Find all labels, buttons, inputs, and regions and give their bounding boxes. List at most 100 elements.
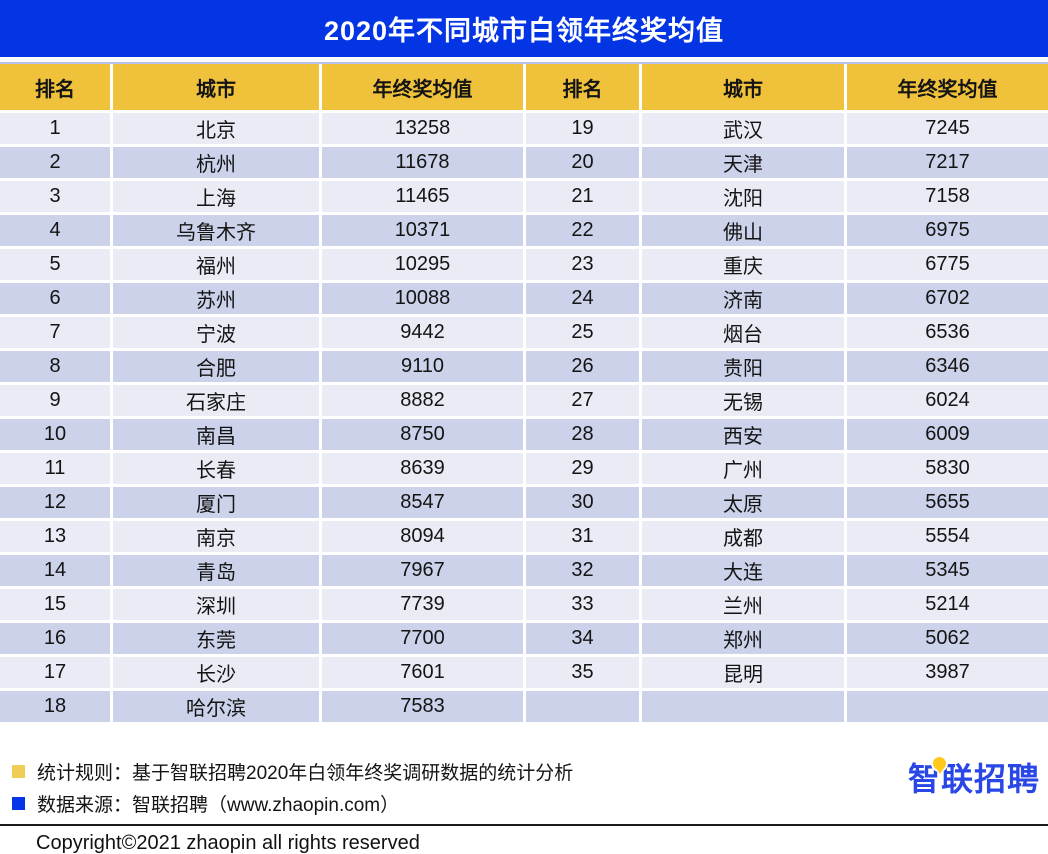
rank-cell: 14: [0, 555, 110, 586]
value-cell: 6346: [847, 351, 1048, 382]
city-cell: 成都: [642, 521, 844, 552]
city-cell: 济南: [642, 283, 844, 314]
footer: 统计规则：基于智联招聘2020年白领年终奖调研数据的统计分析 数据来源：智联招聘…: [0, 755, 1048, 854]
rank-cell: [526, 691, 639, 722]
city-cell: 合肥: [113, 351, 319, 382]
rank-cell: 20: [526, 147, 639, 178]
rank-cell: 7: [0, 317, 110, 348]
value-cell: 6702: [847, 283, 1048, 314]
value-cell: 7158: [847, 181, 1048, 212]
rank-cell: 23: [526, 249, 639, 280]
value-cell: 7217: [847, 147, 1048, 178]
rank-cell: 24: [526, 283, 639, 314]
rank-cell: 3: [0, 181, 110, 212]
value-cell: 8882: [322, 385, 523, 416]
rank-cell: 19: [526, 113, 639, 144]
value-cell: 9442: [322, 317, 523, 348]
header-city-left: 城市: [113, 64, 319, 110]
value-cell: 6009: [847, 419, 1048, 450]
city-cell: 乌鲁木齐: [113, 215, 319, 246]
city-cell: 石家庄: [113, 385, 319, 416]
legend-swatch-blue: [12, 796, 25, 810]
rank-cell: 2: [0, 147, 110, 178]
legend-row-rule: 统计规则：基于智联招聘2020年白领年终奖调研数据的统计分析: [12, 758, 1048, 784]
value-cell: 8750: [322, 419, 523, 450]
value-cell: 10371: [322, 215, 523, 246]
city-cell: 东莞: [113, 623, 319, 654]
value-cell: 8094: [322, 521, 523, 552]
rank-cell: 21: [526, 181, 639, 212]
value-cell: 9110: [322, 351, 523, 382]
value-cell: 10088: [322, 283, 523, 314]
footer-divider: [0, 824, 1048, 826]
rank-cell: 28: [526, 419, 639, 450]
rank-cell: 30: [526, 487, 639, 518]
bonus-table: 排名 城市 年终奖均值 排名 城市 年终奖均值 1 北京 13258 19 武汉 7245…: [0, 64, 1048, 722]
rank-cell: 33: [526, 589, 639, 620]
value-cell: 7700: [322, 623, 523, 654]
header-value-left: 年终奖均值: [322, 64, 523, 110]
value-cell: 3987: [847, 657, 1048, 688]
value-cell: 5655: [847, 487, 1048, 518]
city-cell: [642, 691, 844, 722]
city-cell: 大连: [642, 555, 844, 586]
rank-cell: 17: [0, 657, 110, 688]
city-cell: 厦门: [113, 487, 319, 518]
city-cell: 沈阳: [642, 181, 844, 212]
value-cell: 5214: [847, 589, 1048, 620]
legend-text-source: 数据来源：智联招聘（www.zhaopin.com）: [37, 794, 400, 816]
city-cell: 福州: [113, 249, 319, 280]
value-cell: 6024: [847, 385, 1048, 416]
page-title: 2020年不同城市白领年终奖均值: [0, 0, 1048, 57]
value-cell: 8547: [322, 487, 523, 518]
city-cell: 烟台: [642, 317, 844, 348]
city-cell: 哈尔滨: [113, 691, 319, 722]
city-cell: 天津: [642, 147, 844, 178]
city-cell: 兰州: [642, 589, 844, 620]
city-cell: 西安: [642, 419, 844, 450]
city-cell: 无锡: [642, 385, 844, 416]
rank-cell: 9: [0, 385, 110, 416]
city-cell: 郑州: [642, 623, 844, 654]
rank-cell: 22: [526, 215, 639, 246]
rank-cell: 16: [0, 623, 110, 654]
rank-cell: 1: [0, 113, 110, 144]
value-cell: 7601: [322, 657, 523, 688]
city-cell: 苏州: [113, 283, 319, 314]
rank-cell: 4: [0, 215, 110, 246]
rank-cell: 29: [526, 453, 639, 484]
value-cell: 5554: [847, 521, 1048, 552]
rank-cell: 35: [526, 657, 639, 688]
city-cell: 上海: [113, 181, 319, 212]
location-pin-icon: [930, 755, 948, 774]
bonus-table-header: 排名 城市 年终奖均值 排名 城市 年终奖均值: [0, 64, 1048, 110]
value-cell: 11678: [322, 147, 523, 178]
city-cell: 重庆: [642, 249, 844, 280]
rank-cell: 11: [0, 453, 110, 484]
city-cell: 太原: [642, 487, 844, 518]
value-cell: 10295: [322, 249, 523, 280]
value-cell: 7583: [322, 691, 523, 722]
value-cell: 6775: [847, 249, 1048, 280]
city-cell: 长沙: [113, 657, 319, 688]
value-cell: 6536: [847, 317, 1048, 348]
legend-text-rule: 统计规则：基于智联招聘2020年白领年终奖调研数据的统计分析: [37, 762, 574, 784]
city-cell: 宁波: [113, 317, 319, 348]
header-value-right: 年终奖均值: [847, 64, 1048, 110]
value-cell: 5062: [847, 623, 1048, 654]
bonus-table-body: 1 北京 13258 19 武汉 7245 2 杭州 11678 20 天津 7217 3 上海 11465…: [0, 113, 1048, 722]
city-cell: 贵阳: [642, 351, 844, 382]
value-cell: 6975: [847, 215, 1048, 246]
rank-cell: 15: [0, 589, 110, 620]
value-cell: 11465: [322, 181, 523, 212]
city-cell: 南京: [113, 521, 319, 552]
city-cell: 武汉: [642, 113, 844, 144]
legend-row-source: 数据来源：智联招聘（www.zhaopin.com）: [12, 790, 1048, 816]
value-cell: 13258: [322, 113, 523, 144]
city-cell: 北京: [113, 113, 319, 144]
city-cell: 长春: [113, 453, 319, 484]
rank-cell: 25: [526, 317, 639, 348]
title-gap: [0, 57, 1048, 62]
rank-cell: 12: [0, 487, 110, 518]
